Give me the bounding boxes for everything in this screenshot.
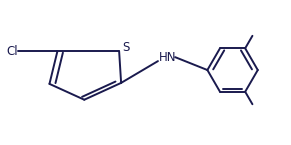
Text: S: S bbox=[122, 41, 129, 54]
Text: Cl: Cl bbox=[7, 45, 18, 58]
Text: HN: HN bbox=[159, 51, 177, 64]
